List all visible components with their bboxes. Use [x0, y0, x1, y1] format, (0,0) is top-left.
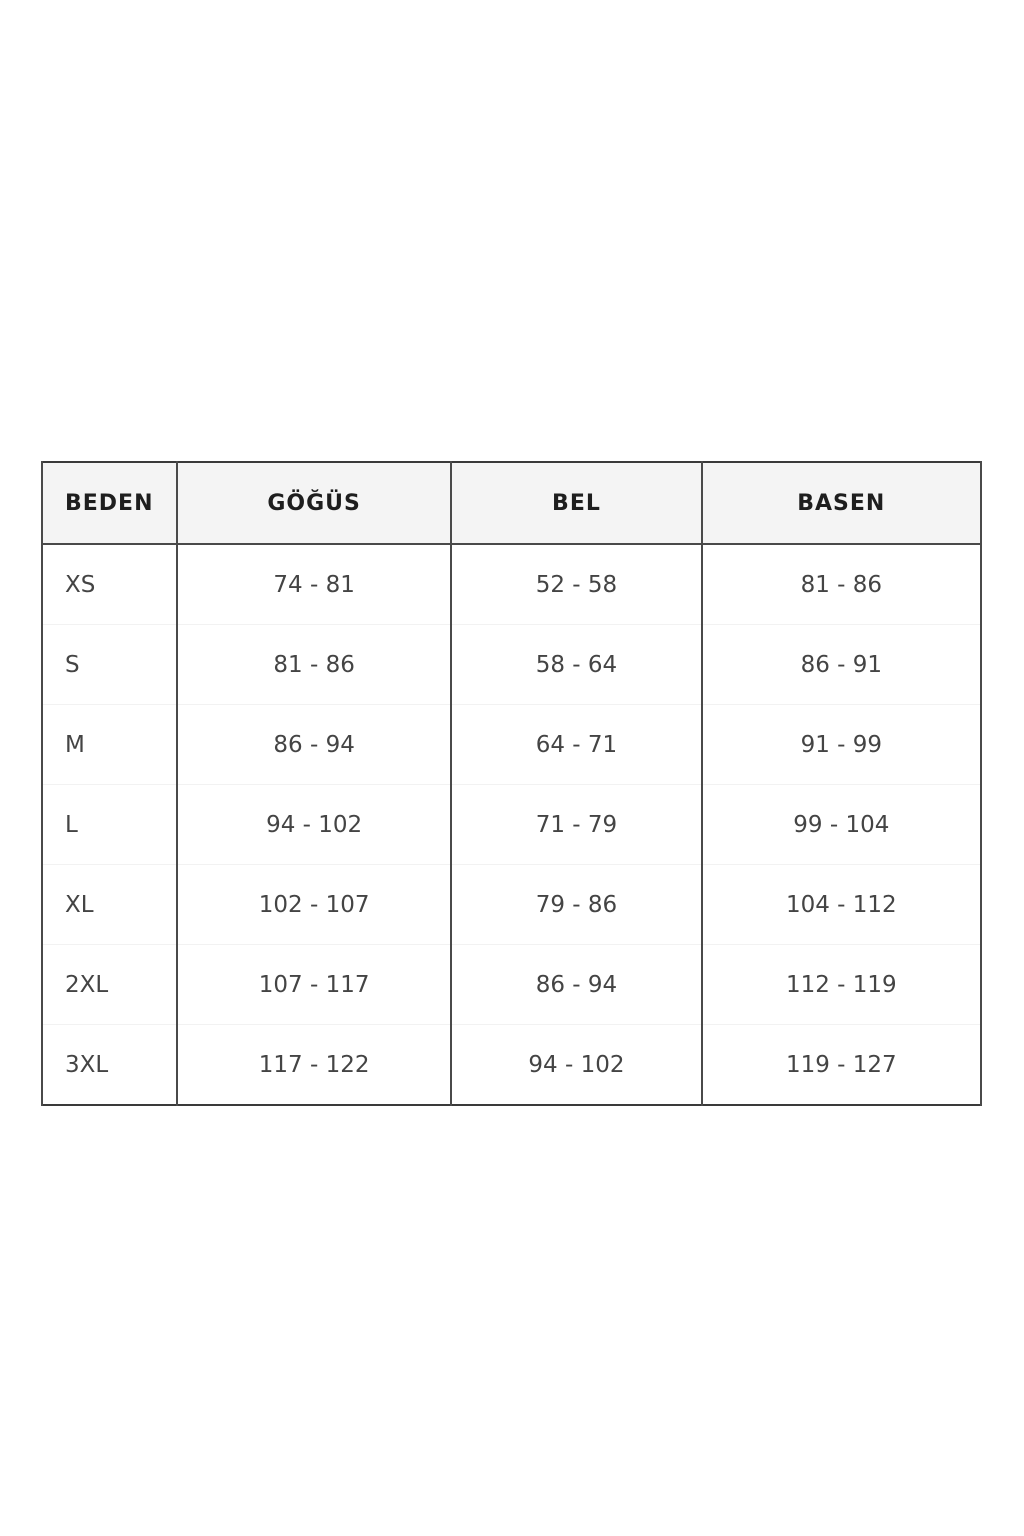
table-row: L 94 - 102 71 - 79 99 - 104	[41, 784, 983, 865]
cell-chest: 94 - 102	[175, 784, 453, 865]
cell-chest: 117 - 122	[175, 1024, 453, 1106]
cell-size: M	[41, 704, 178, 785]
table-row: XS 74 - 81 52 - 58 81 - 86	[41, 544, 983, 625]
header-waist: BEL	[450, 462, 703, 545]
header-chest: GÖĞÜS	[175, 462, 453, 545]
cell-size: S	[41, 624, 178, 705]
cell-waist: 58 - 64	[450, 624, 703, 705]
cell-chest: 81 - 86	[175, 624, 453, 705]
header-size: BEDEN	[41, 462, 178, 545]
cell-hip: 86 - 91	[700, 624, 983, 705]
cell-size: XL	[41, 864, 178, 945]
cell-size: 3XL	[41, 1024, 178, 1106]
cell-hip: 81 - 86	[700, 544, 983, 625]
cell-size: L	[41, 784, 178, 865]
cell-waist: 94 - 102	[450, 1024, 703, 1106]
cell-chest: 74 - 81	[175, 544, 453, 625]
cell-waist: 71 - 79	[450, 784, 703, 865]
cell-size: XS	[41, 544, 178, 625]
cell-waist: 86 - 94	[450, 944, 703, 1025]
cell-waist: 79 - 86	[450, 864, 703, 945]
cell-size: 2XL	[41, 944, 178, 1025]
cell-hip: 112 - 119	[700, 944, 983, 1025]
cell-hip: 119 - 127	[700, 1024, 983, 1106]
cell-waist: 52 - 58	[450, 544, 703, 625]
size-chart-table: BEDEN GÖĞÜS BEL BASEN XS 74 - 81 52 - 58 81…	[41, 461, 983, 1106]
cell-chest: 107 - 117	[175, 944, 453, 1025]
cell-chest: 102 - 107	[175, 864, 453, 945]
table-row: XL 102 - 107 79 - 86 104 - 112	[41, 864, 983, 945]
header-hip: BASEN	[700, 462, 983, 545]
cell-hip: 104 - 112	[700, 864, 983, 945]
cell-waist: 64 - 71	[450, 704, 703, 785]
table-row: 3XL 117 - 122 94 - 102 119 - 127	[41, 1024, 983, 1106]
cell-hip: 91 - 99	[700, 704, 983, 785]
cell-chest: 86 - 94	[175, 704, 453, 785]
cell-hip: 99 - 104	[700, 784, 983, 865]
table-row: M 86 - 94 64 - 71 91 - 99	[41, 704, 983, 785]
table-row: S 81 - 86 58 - 64 86 - 91	[41, 624, 983, 705]
table-row: 2XL 107 - 117 86 - 94 112 - 119	[41, 944, 983, 1025]
header-row: BEDEN GÖĞÜS BEL BASEN	[41, 462, 983, 545]
